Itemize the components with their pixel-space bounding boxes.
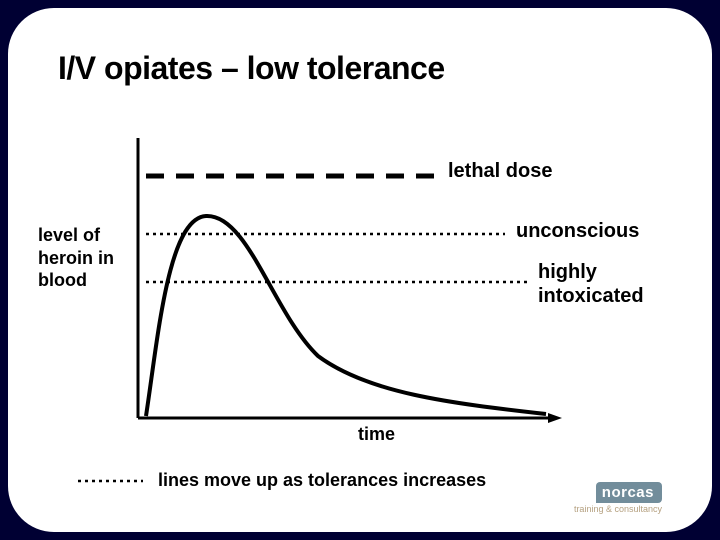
brand-logo: norcas training & consultancy [574,482,662,514]
unconscious-label: unconscious [516,220,639,243]
footnote-dash-icon [78,476,143,486]
y-axis-label-text: level ofheroin inblood [38,225,114,290]
x-axis-label: time [358,424,395,445]
highly-intoxicated-label: highlyintoxicated [538,260,644,308]
footnote-text: lines move up as tolerances increases [158,470,486,491]
slide: I/V opiates – low tolerance level ofhero… [8,8,712,532]
highly-intoxicated-label-text: highlyintoxicated [538,261,644,307]
blood-level-curve [146,216,546,416]
slide-title: I/V opiates – low tolerance [58,50,445,87]
logo-sub-text: training & consultancy [574,504,662,514]
logo-main-text: norcas [596,482,662,503]
lethal-label: lethal dose [448,160,552,183]
chart-region: level ofheroin inblood lethal dose uncon… [38,138,688,448]
x-axis-arrow [548,413,562,423]
y-axis-label: level ofheroin inblood [38,224,114,292]
